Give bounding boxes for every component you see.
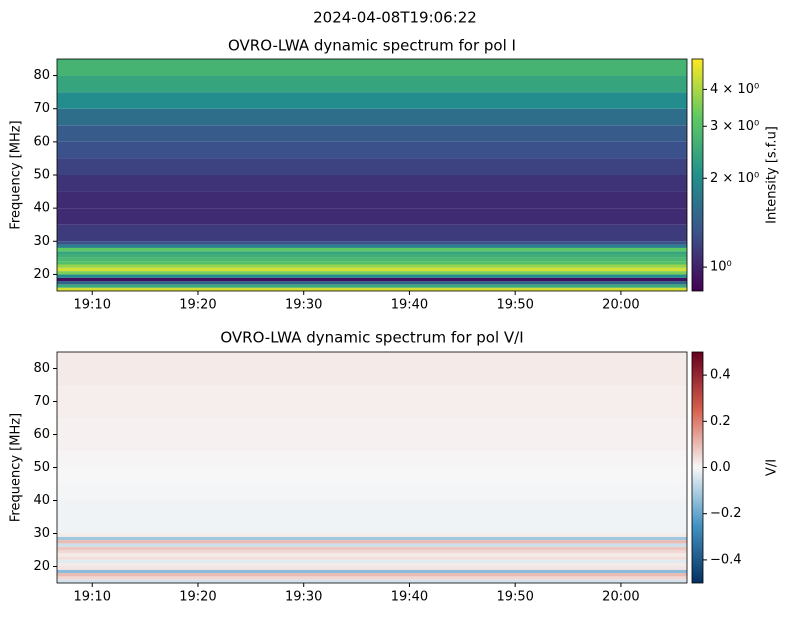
heatmap-cell	[57, 158, 687, 175]
colorbar-tick-label: 10⁰	[710, 260, 732, 275]
heatmap-cell	[57, 579, 687, 583]
heatmap-cell	[57, 517, 687, 534]
heatmap-cell	[57, 257, 687, 262]
heatmap-cell	[57, 271, 687, 275]
heatmap-cell	[57, 559, 687, 564]
colorbar-tick-label: 2 × 10⁰	[710, 171, 759, 186]
heatmap-cell	[57, 191, 687, 209]
heatmap-cell	[57, 251, 687, 255]
colorbar-tick-label: 3 × 10⁰	[710, 119, 759, 134]
heatmap-cell	[57, 267, 687, 272]
heatmap-cell	[57, 467, 687, 484]
heatmap-cell	[57, 254, 687, 258]
heatmap-cell	[57, 224, 687, 242]
y-tick-label: 20	[33, 267, 50, 282]
x-tick-label: 19:50	[496, 298, 533, 313]
heatmap-cell	[57, 536, 687, 541]
heatmap-cell	[57, 208, 687, 225]
heatmap-cell	[57, 92, 687, 109]
y-tick-label: 40	[33, 493, 50, 508]
x-tick-label: 20:00	[602, 590, 639, 605]
heatmap-cell	[57, 261, 687, 265]
heatmap-cell	[57, 540, 687, 544]
heatmap-cell	[57, 550, 687, 554]
colorbar-label: V/I	[765, 459, 780, 476]
x-tick-label: 19:40	[391, 298, 428, 313]
heatmap-cell	[57, 108, 687, 126]
panel-title: OVRO-LWA dynamic spectrum for pol I	[228, 37, 516, 55]
heatmap-cell	[57, 125, 687, 142]
y-tick-label: 50	[33, 460, 50, 475]
heatmap-cell	[57, 385, 687, 402]
y-tick-label: 70	[33, 101, 50, 116]
x-tick-label: 19:50	[496, 590, 533, 605]
figure-title: 2024-04-08T19:06:22	[313, 9, 477, 27]
colorbar-tick-label: 0.2	[710, 414, 731, 429]
y-tick-label: 30	[33, 234, 50, 249]
heatmap-cell	[57, 368, 687, 385]
y-tick-label: 40	[33, 201, 50, 216]
y-tick-label: 70	[33, 394, 50, 409]
y-axis-label: Frequency [MHz]	[9, 413, 24, 522]
heatmap-cell	[57, 566, 687, 570]
heatmap-cell	[57, 500, 687, 517]
heatmap-cell	[57, 244, 687, 248]
heatmap-cell	[57, 284, 687, 288]
colorbar-tick-label: 0.4	[710, 368, 731, 383]
y-tick-label: 50	[33, 168, 50, 183]
heatmap-cell	[57, 401, 687, 418]
y-tick-label: 60	[33, 134, 50, 149]
heatmap-cell	[57, 59, 687, 76]
heatmap-cell	[57, 563, 687, 567]
panel-title: OVRO-LWA dynamic spectrum for pol V/I	[220, 329, 523, 347]
y-tick-label: 80	[33, 361, 50, 376]
colorbar-tick-label: 4 × 10⁰	[710, 82, 759, 97]
heatmap-cell	[57, 569, 687, 574]
colorbar-label: Intensity [s.f.u]	[765, 126, 780, 224]
heatmap-cell	[57, 277, 687, 282]
x-tick-label: 19:10	[74, 298, 111, 313]
heatmap-cell	[57, 418, 687, 435]
heatmap-cell	[57, 556, 687, 560]
heatmap-cell	[57, 434, 687, 451]
heatmap-cell	[57, 287, 687, 291]
heatmap-cell	[57, 274, 687, 278]
heatmap-cell	[57, 241, 687, 245]
x-tick-label: 19:30	[285, 590, 322, 605]
y-axis-label: Frequency [MHz]	[9, 120, 24, 229]
heatmap-cell	[57, 264, 687, 268]
colorbar	[691, 351, 704, 584]
heatmap-cell	[57, 451, 687, 468]
heatmap-cell	[57, 75, 687, 93]
x-tick-label: 19:20	[179, 298, 216, 313]
colorbar-tick-label: −0.2	[710, 506, 742, 521]
x-tick-label: 20:00	[602, 298, 639, 313]
heatmap-cell	[57, 576, 687, 580]
x-tick-label: 19:20	[179, 590, 216, 605]
heatmap-cell	[57, 553, 687, 557]
heatmap-cell	[57, 546, 687, 550]
heatmap-cell	[57, 281, 687, 285]
heatmap-cell	[57, 175, 687, 192]
y-tick-label: 20	[33, 559, 50, 574]
x-tick-label: 19:30	[285, 298, 322, 313]
heatmap-cell	[57, 352, 687, 369]
heatmap-cell	[57, 484, 687, 501]
heatmap-cell	[57, 141, 687, 159]
y-tick-label: 30	[33, 526, 50, 541]
heatmap-cell	[57, 247, 687, 252]
x-tick-label: 19:40	[391, 590, 428, 605]
colorbar-tick-label: −0.4	[710, 552, 742, 567]
heatmap-cell	[57, 543, 687, 547]
colorbar-tick-label: 0.0	[710, 460, 731, 475]
x-tick-label: 19:10	[74, 590, 111, 605]
heatmap-cell	[57, 573, 687, 577]
colorbar	[691, 58, 704, 292]
heatmap-cell	[57, 533, 687, 537]
y-tick-label: 80	[33, 68, 50, 83]
y-tick-label: 60	[33, 427, 50, 442]
